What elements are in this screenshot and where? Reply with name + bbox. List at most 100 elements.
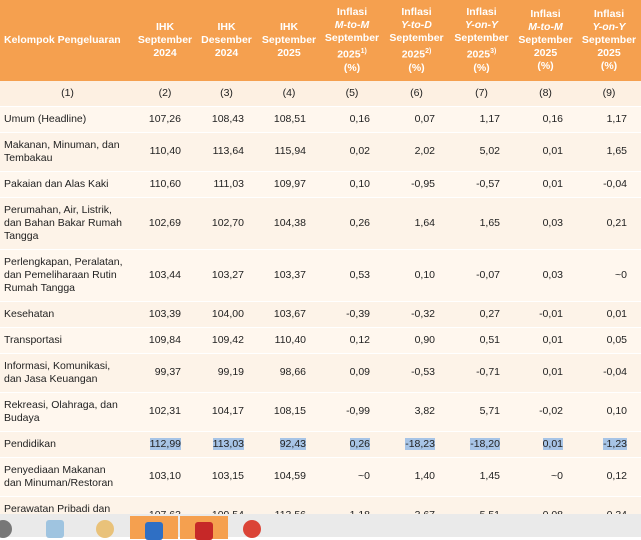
value-cell: 0,01	[514, 352, 577, 392]
value-text: 109,42	[211, 333, 244, 346]
value-text: 0,01	[542, 333, 563, 346]
value-cell: 0,16	[320, 105, 384, 132]
value-text: -18,20	[470, 437, 500, 450]
value-cell: -0,53	[384, 352, 449, 392]
value-text: 0,02	[349, 145, 370, 157]
header-text: 2024	[153, 46, 177, 59]
header-text: Inflasi	[336, 6, 368, 18]
header-text: IHK	[155, 20, 175, 33]
value-cell: -0,04	[577, 352, 641, 392]
value-text: 0,10	[414, 268, 435, 281]
app-icon[interactable]	[46, 520, 64, 538]
header-text: Inflasi	[466, 6, 497, 18]
value-text: -0,04	[603, 177, 627, 190]
label-text: Perawatan Pribadi dan	[4, 502, 111, 515]
value-cell: 0,26	[320, 196, 384, 249]
value-text: 0,07	[414, 112, 435, 125]
table-row: Kesehatan 103,39 104,00 103,67 -0,39 -0,32 0,2…	[0, 300, 641, 327]
browser-icon[interactable]	[243, 520, 261, 538]
value-text: 0,26	[349, 216, 370, 229]
value-text: -0,32	[411, 307, 435, 320]
column-number: (4)	[258, 80, 320, 106]
label-text: dan Minuman/Restoran	[4, 476, 114, 489]
taskbar	[0, 514, 641, 540]
value-cell: 110,60	[135, 170, 195, 197]
value-text: 1,17	[606, 112, 627, 125]
value-text: 108,43	[211, 112, 244, 125]
header-cell: IHK Desember 2024	[195, 0, 258, 81]
value-text: 0,03	[542, 216, 563, 229]
value-text: -0,02	[539, 405, 563, 417]
column-number-text: (4)	[282, 86, 296, 99]
value-cell: -0,04	[577, 170, 641, 197]
column-number: (8)	[514, 80, 577, 106]
header-text: September	[137, 33, 193, 46]
column-number: (2)	[135, 80, 195, 106]
header-cell: IHK September 2024	[135, 0, 195, 81]
header-text: (%)	[343, 61, 361, 74]
value-cell: 103,15	[195, 456, 258, 496]
value-cell: 92,43	[258, 430, 320, 457]
value-text: 109,84	[148, 333, 181, 346]
value-text: 0,09	[349, 366, 370, 378]
header-text: (%)	[600, 59, 618, 72]
table-row: Rekreasi, Olahraga, dan Budaya 102,31 104,1…	[0, 391, 641, 431]
value-text: 103,39	[148, 307, 181, 320]
active-app[interactable]	[180, 516, 228, 540]
value-cell: 103,67	[258, 300, 320, 327]
settings-icon[interactable]	[0, 520, 12, 538]
value-text: 102,70	[211, 216, 244, 229]
value-cell: 0,02	[320, 131, 384, 171]
header-text: 2024	[214, 46, 239, 59]
label-text: Rumah Tangga	[4, 281, 76, 294]
value-text: 104,00	[211, 307, 244, 320]
value-text: 0,10	[606, 405, 627, 417]
column-number-text: (2)	[158, 86, 172, 99]
header-text: September	[518, 33, 573, 46]
value-cell: 99,19	[195, 352, 258, 392]
value-text: 0,05	[606, 333, 627, 346]
label-text: Tangga	[4, 229, 39, 242]
label-text: Pakaian dan Alas Kaki	[4, 177, 109, 190]
active-app[interactable]	[130, 516, 178, 540]
value-cell: 104,38	[258, 196, 320, 249]
header-text: Y-on-Y	[592, 20, 626, 33]
value-text: 0,03	[542, 268, 563, 281]
value-cell: 109,42	[195, 326, 258, 353]
value-text: 103,15	[211, 470, 244, 482]
value-text: 99,19	[217, 366, 244, 378]
app-icon[interactable]	[96, 520, 114, 538]
label-text: dan Bahan Bakar Rumah	[4, 216, 122, 229]
value-text: 92,43	[279, 437, 306, 450]
value-cell: 0,09	[320, 352, 384, 392]
header-cell: Inflasi Y-to-D September 20252) (%)	[384, 0, 449, 81]
value-cell: 110,40	[258, 326, 320, 353]
column-number-text: (3)	[220, 86, 233, 99]
row-label: Umum (Headline)	[0, 105, 135, 132]
column-number-text: (1)	[61, 86, 74, 99]
value-cell: 103,37	[258, 248, 320, 301]
value-text: 3,82	[414, 405, 435, 417]
value-cell: 0,07	[384, 105, 449, 132]
header-text: IHK	[217, 20, 236, 33]
value-cell: 0,12	[320, 326, 384, 353]
value-text: 1,64	[414, 216, 435, 229]
value-text: -0,57	[476, 177, 500, 190]
row-label: Kesehatan	[0, 300, 135, 327]
row-label: Rekreasi, Olahraga, dan Budaya	[0, 391, 135, 431]
label-text: Tembakau	[4, 151, 53, 164]
value-text: -18,23	[405, 437, 435, 450]
value-cell: 0,05	[577, 326, 641, 353]
value-text: 1,65	[479, 216, 500, 229]
value-text: 0,51	[479, 333, 500, 346]
value-cell: -0,32	[384, 300, 449, 327]
value-cell: 112,99	[135, 430, 195, 457]
value-text: 0,26	[349, 437, 370, 450]
header-text: (%)	[537, 59, 554, 72]
header-text: M-to-M	[334, 19, 370, 31]
label-text: Penyediaan Makanan	[4, 463, 106, 476]
value-cell: 113,03	[195, 430, 258, 457]
label-text: Perumahan, Air, Listrik,	[4, 203, 112, 216]
